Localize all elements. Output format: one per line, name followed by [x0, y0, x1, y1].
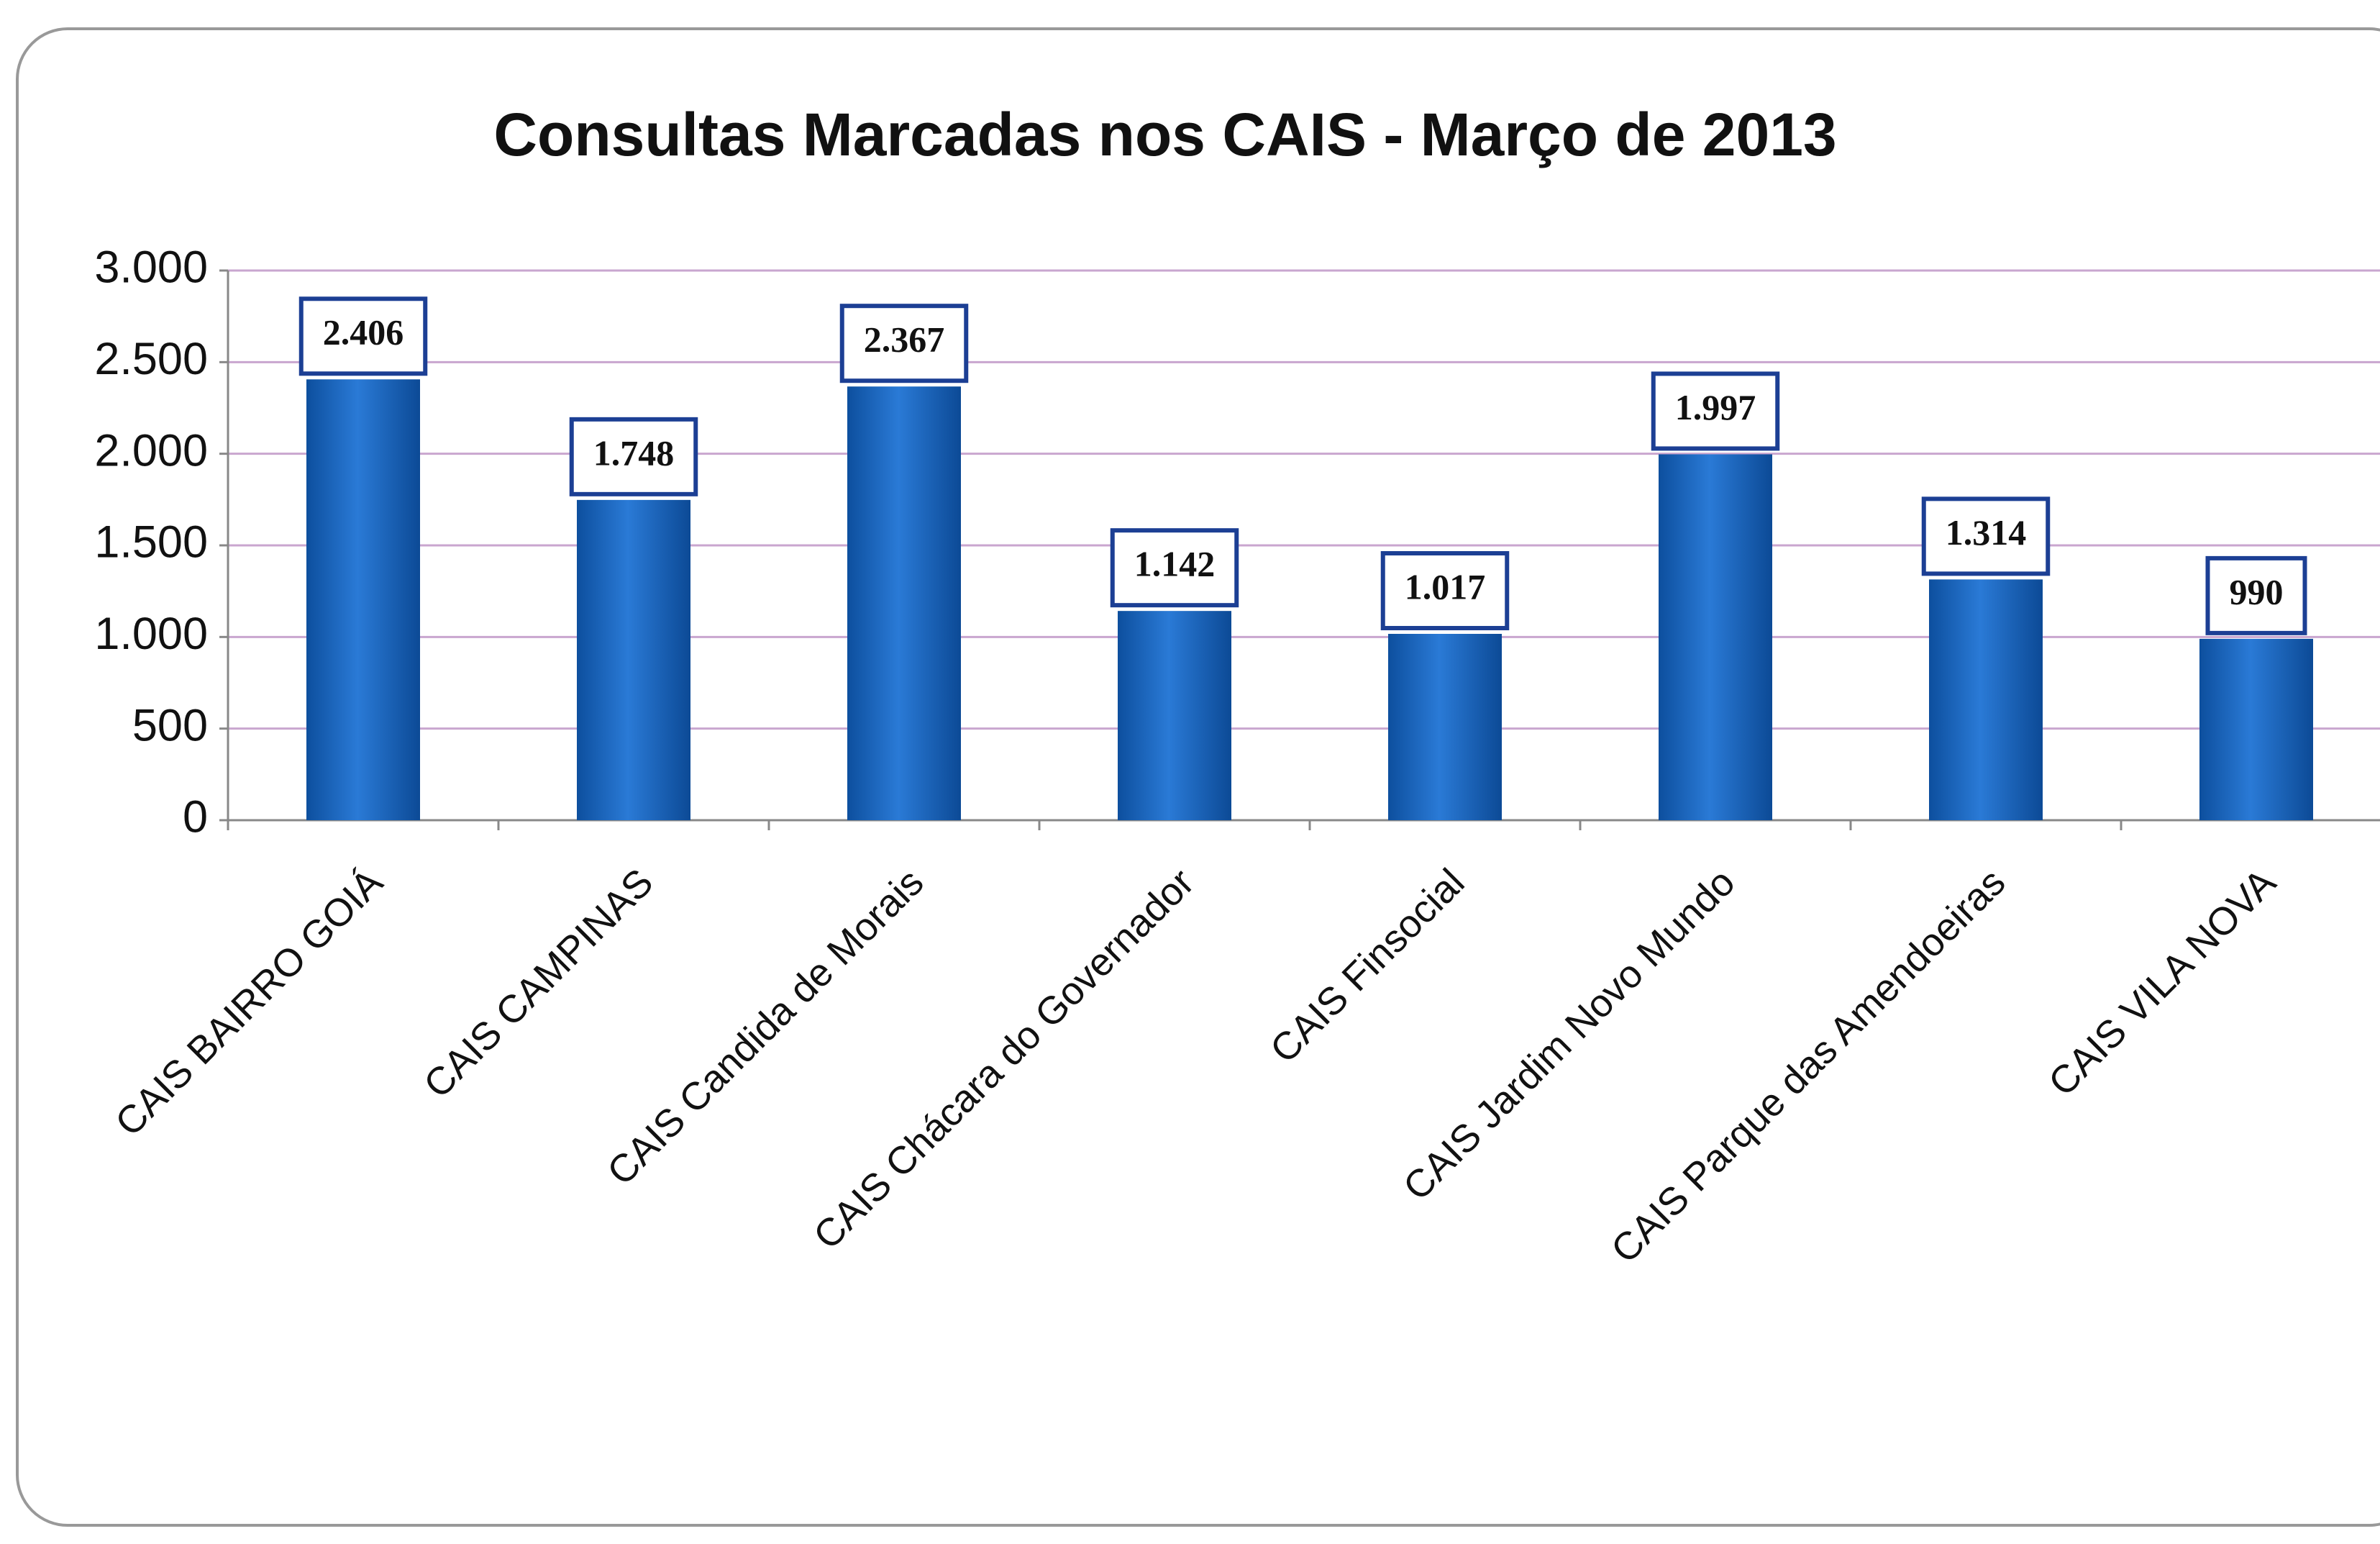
- value-label: 990: [2230, 571, 2284, 612]
- value-label-box: [839, 304, 969, 383]
- value-label: 2.367: [864, 319, 945, 360]
- value-label: 1.142: [1134, 544, 1216, 584]
- y-tick-label: 2.500: [94, 334, 208, 384]
- y-tick-label: 500: [132, 700, 208, 750]
- value-label-box: [569, 417, 698, 496]
- bar: [1929, 579, 2043, 820]
- y-tick-label: 2.000: [94, 425, 208, 476]
- y-tick-label: 3.000: [94, 242, 208, 293]
- y-tick-label: 1.500: [94, 517, 208, 568]
- y-tick-label: 0: [183, 792, 208, 843]
- value-label-box: [1110, 528, 1239, 608]
- value-label: 1.748: [593, 432, 675, 473]
- bar: [1659, 454, 1772, 820]
- bar: [1388, 634, 1502, 820]
- value-label-box: [2205, 555, 2307, 635]
- value-label: 1.997: [1675, 387, 1756, 427]
- bar: [847, 386, 961, 820]
- value-label-box: [1380, 551, 1510, 631]
- value-label-box: [1921, 496, 2051, 576]
- value-label-box: [1651, 371, 1780, 451]
- bar: [306, 379, 420, 820]
- value-label-box: [298, 296, 428, 376]
- bar: [1118, 611, 1231, 820]
- bar: [577, 499, 690, 820]
- value-label: 1.017: [1405, 566, 1486, 607]
- value-label: 2.406: [323, 312, 404, 353]
- value-label: 1.314: [1946, 512, 2027, 553]
- y-tick-label: 1.000: [94, 609, 208, 659]
- bar: [2199, 638, 2313, 820]
- chart-title: Consultas Marcadas nos CAIS - Março de 2…: [493, 101, 1836, 168]
